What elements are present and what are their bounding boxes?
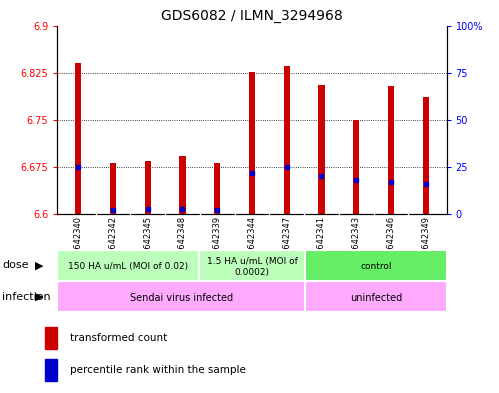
Bar <box>45 327 57 349</box>
Bar <box>145 162 151 214</box>
Text: GSM1642339: GSM1642339 <box>213 216 222 272</box>
Text: ▶: ▶ <box>35 292 43 302</box>
Bar <box>283 66 290 214</box>
Bar <box>388 86 394 214</box>
Text: GSM1642349: GSM1642349 <box>421 216 430 272</box>
Text: infection: infection <box>2 292 51 302</box>
Text: Sendai virus infected: Sendai virus infected <box>130 293 233 303</box>
Text: 150 HA u/mL (MOI of 0.02): 150 HA u/mL (MOI of 0.02) <box>68 263 188 271</box>
Bar <box>57 281 305 312</box>
Text: GSM1642345: GSM1642345 <box>143 216 152 272</box>
Bar <box>305 250 447 281</box>
Text: percentile rank within the sample: percentile rank within the sample <box>70 365 246 375</box>
Text: GSM1642344: GSM1642344 <box>248 216 256 272</box>
Bar <box>75 63 81 214</box>
Bar <box>249 72 255 214</box>
Bar <box>199 250 305 281</box>
Bar <box>423 97 429 214</box>
Text: GSM1642340: GSM1642340 <box>74 216 83 272</box>
Bar <box>305 281 447 312</box>
Bar <box>45 359 57 381</box>
Text: ▶: ▶ <box>35 260 43 270</box>
Text: uninfected: uninfected <box>350 293 402 303</box>
Text: GSM1642347: GSM1642347 <box>282 216 291 272</box>
Bar <box>57 250 199 281</box>
Bar <box>110 163 116 214</box>
Text: GSM1642346: GSM1642346 <box>387 216 396 272</box>
Text: GSM1642348: GSM1642348 <box>178 216 187 272</box>
Text: GSM1642341: GSM1642341 <box>317 216 326 272</box>
Text: GSM1642343: GSM1642343 <box>352 216 361 272</box>
Text: transformed count: transformed count <box>70 333 167 343</box>
Bar <box>214 163 221 214</box>
Title: GDS6082 / ILMN_3294968: GDS6082 / ILMN_3294968 <box>161 9 343 23</box>
Bar <box>318 84 325 214</box>
Text: 1.5 HA u/mL (MOI of
0.0002): 1.5 HA u/mL (MOI of 0.0002) <box>207 257 297 277</box>
Text: dose: dose <box>2 260 29 270</box>
Bar <box>353 120 359 214</box>
Bar <box>179 156 186 214</box>
Text: GSM1642342: GSM1642342 <box>108 216 117 272</box>
Text: control: control <box>360 263 392 271</box>
